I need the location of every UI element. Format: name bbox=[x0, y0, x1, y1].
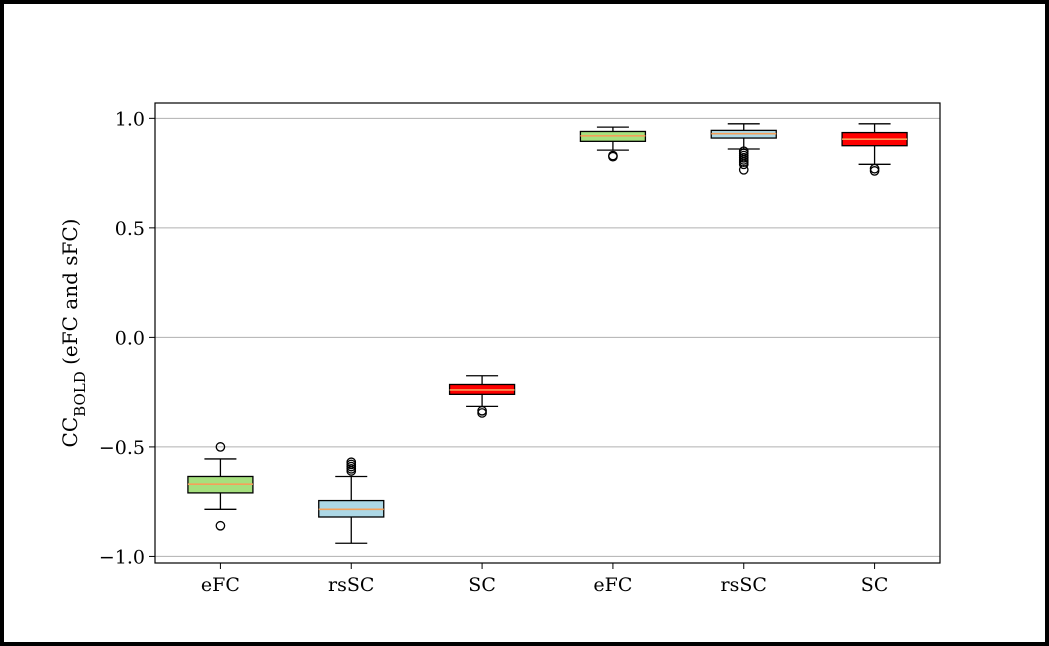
box-group-3 bbox=[579, 126, 647, 162]
box-group-1 bbox=[318, 457, 385, 544]
y-axis-label-suffix: (eFC and sFC) bbox=[58, 219, 82, 372]
x-tick-label: eFC bbox=[593, 574, 632, 596]
outlier-point bbox=[215, 442, 226, 452]
plot-area-border bbox=[154, 102, 941, 564]
outlier-point bbox=[869, 163, 880, 174]
y-tick-label: 0.5 bbox=[115, 218, 145, 240]
x-tick-label: rsSC bbox=[721, 574, 767, 596]
box-group-4 bbox=[710, 123, 777, 175]
y-tick-label: 0.0 bbox=[115, 327, 145, 349]
y-tick-label: 1.0 bbox=[115, 108, 145, 130]
y-tick-label: −1.0 bbox=[99, 546, 145, 568]
outlier-point bbox=[215, 520, 226, 531]
x-tick-label: rsSC bbox=[328, 574, 374, 596]
x-tick-label: eFC bbox=[201, 574, 240, 596]
outlier-point bbox=[738, 164, 749, 175]
x-tick-label: SC bbox=[468, 574, 496, 596]
outlier-point bbox=[608, 150, 618, 161]
outlier-point bbox=[738, 146, 749, 157]
y-tick-label: −0.5 bbox=[99, 437, 145, 459]
outlier-point bbox=[346, 466, 357, 476]
outlier-point bbox=[477, 408, 487, 418]
y-axis-label: CCBOLD (eFC and sFC) bbox=[58, 219, 89, 448]
y-axis-label-subscript: BOLD bbox=[71, 371, 89, 417]
box-group-2 bbox=[448, 375, 516, 418]
box-group-5 bbox=[841, 123, 908, 176]
x-tick-label: SC bbox=[861, 574, 889, 596]
box-group-0 bbox=[187, 442, 254, 531]
y-axis-label-main: CC bbox=[58, 417, 82, 448]
